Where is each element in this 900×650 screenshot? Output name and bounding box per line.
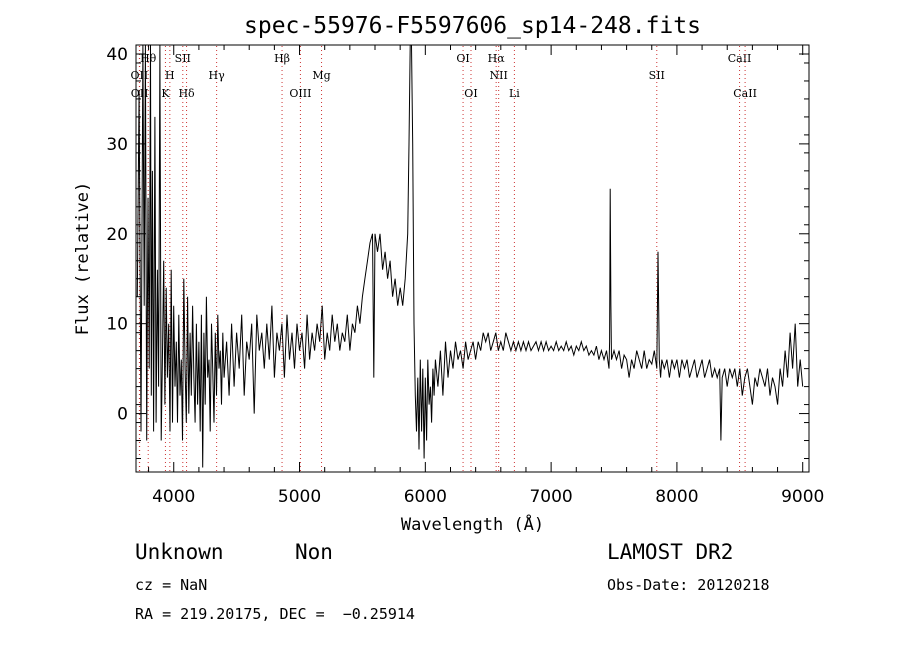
flux-series (136, 44, 804, 468)
subclass-label: Non (295, 540, 333, 564)
line-label-12: Hα (488, 52, 506, 65)
line-label-2: OII (131, 87, 149, 100)
x-tick-label-1: 5000 (278, 487, 321, 507)
chart-title: spec-55976-F5597606_sp14-248.fits (244, 13, 701, 39)
line-label-7: Hγ (209, 69, 226, 82)
redshift-text: cz = NaN (135, 576, 208, 594)
y-tick-label-3: 30 (106, 135, 128, 155)
x-tick-label-2: 6000 (404, 487, 447, 507)
line-label-18: CaII (733, 87, 757, 100)
line-label-6: Hδ (178, 87, 195, 100)
plot-frame (135, 44, 810, 473)
line-label-8: Hβ (274, 52, 290, 65)
y-axis-label: Flux (relative) (73, 182, 93, 336)
line-label-11: OI (456, 52, 469, 65)
line-label-10: OIII (289, 87, 311, 100)
x-tick-label-3: 7000 (529, 487, 572, 507)
x-tick-label-4: 8000 (655, 487, 698, 507)
y-tick-label-4: 40 (106, 45, 128, 65)
survey-label: LAMOST DR2 (607, 540, 734, 564)
coordinates-text: RA = 219.20175, DEC = −0.25914 (135, 605, 415, 623)
axis-ticks: 4000 5000 6000 7000 8000 9000 0 10 20 30 40 (106, 45, 824, 507)
y-tick-label-0: 0 (117, 405, 128, 425)
flux-line-0 (136, 44, 804, 468)
line-label-14: OI (464, 87, 477, 100)
y-tick-label-1: 10 (106, 315, 128, 335)
line-label-15: Li (509, 87, 520, 100)
line-label-1: OII (131, 69, 149, 82)
line-label-17: CaII (728, 52, 752, 65)
line-label-4: H (165, 69, 175, 82)
line-label-3: SII (175, 52, 191, 65)
line-label-5: K (161, 87, 170, 100)
observation-date: Obs-Date: 20120218 (607, 576, 770, 594)
x-axis-label: Wavelength (Å) (401, 513, 544, 535)
line-label-9: Mg (312, 69, 330, 82)
y-tick-label-2: 20 (106, 225, 128, 245)
line-label-16: SII (649, 69, 665, 82)
x-tick-label-5: 9000 (781, 487, 824, 507)
class-label: Unknown (135, 540, 224, 564)
line-label-13: NII (490, 69, 508, 82)
x-tick-label-0: 4000 (152, 487, 195, 507)
line-label-0: Hθ (140, 52, 157, 65)
